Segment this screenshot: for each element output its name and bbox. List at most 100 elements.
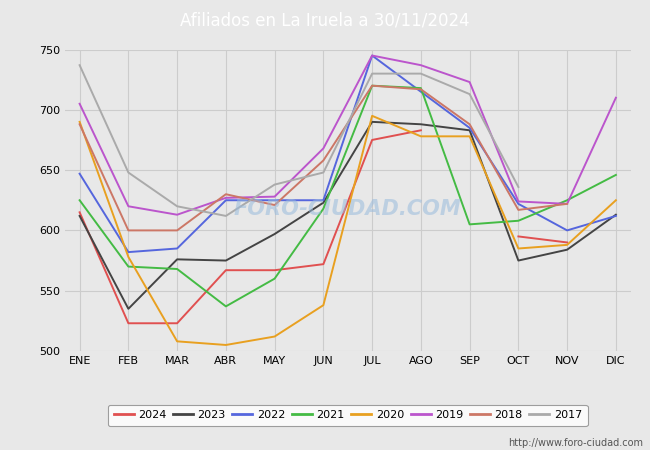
2024 [320, 261, 327, 267]
2021 [270, 276, 278, 281]
2019 [515, 199, 523, 204]
2017 [222, 213, 230, 219]
2023 [173, 256, 181, 262]
2019 [75, 101, 83, 107]
2018 [465, 122, 473, 127]
2022 [173, 246, 181, 251]
2019 [612, 95, 619, 100]
2017 [368, 71, 376, 76]
2020 [173, 339, 181, 344]
2021 [612, 172, 619, 178]
2023 [125, 306, 133, 311]
Line: 2020: 2020 [79, 116, 616, 345]
Text: FORO-CIUDAD.COM: FORO-CIUDAD.COM [234, 199, 462, 219]
2024 [270, 267, 278, 273]
2022 [75, 171, 83, 176]
2020 [612, 198, 619, 203]
2024 [368, 137, 376, 143]
2017 [465, 91, 473, 97]
2020 [417, 134, 425, 139]
2022 [125, 249, 133, 255]
Line: 2021: 2021 [79, 86, 616, 306]
2019 [465, 79, 473, 85]
Line: 2024: 2024 [79, 130, 421, 323]
2018 [515, 207, 523, 212]
2022 [515, 201, 523, 207]
2023 [368, 119, 376, 125]
2023 [612, 212, 619, 217]
2017 [125, 170, 133, 175]
2020 [465, 134, 473, 139]
2024 [75, 210, 83, 215]
2019 [222, 195, 230, 201]
2018 [563, 201, 571, 207]
2022 [465, 125, 473, 130]
2020 [368, 113, 376, 118]
2024 [222, 267, 230, 273]
2022 [368, 53, 376, 58]
Line: 2018: 2018 [79, 86, 567, 230]
2021 [465, 222, 473, 227]
2021 [417, 86, 425, 91]
2021 [125, 264, 133, 269]
2019 [173, 212, 181, 217]
2018 [125, 228, 133, 233]
2021 [173, 266, 181, 272]
2017 [173, 203, 181, 209]
Line: 2023: 2023 [79, 122, 616, 309]
2019 [125, 203, 133, 209]
Text: http://www.foro-ciudad.com: http://www.foro-ciudad.com [508, 438, 644, 448]
2017 [515, 184, 523, 190]
2018 [75, 122, 83, 127]
2024 [417, 128, 425, 133]
2017 [320, 170, 327, 175]
Line: 2022: 2022 [79, 55, 616, 252]
2019 [417, 63, 425, 68]
2020 [125, 254, 133, 260]
Line: 2017: 2017 [79, 65, 519, 216]
2019 [368, 53, 376, 58]
2020 [270, 334, 278, 339]
2020 [222, 342, 230, 348]
2024 [173, 320, 181, 326]
2018 [222, 192, 230, 197]
Legend: 2024, 2023, 2022, 2021, 2020, 2019, 2018, 2017: 2024, 2023, 2022, 2021, 2020, 2019, 2018… [108, 405, 588, 426]
2020 [75, 119, 83, 125]
2021 [368, 83, 376, 88]
2021 [515, 218, 523, 224]
2017 [75, 63, 83, 68]
2021 [222, 304, 230, 309]
2019 [320, 146, 327, 151]
2018 [417, 86, 425, 92]
Line: 2019: 2019 [79, 55, 616, 215]
2022 [563, 228, 571, 233]
2022 [612, 213, 619, 219]
2021 [75, 198, 83, 203]
2019 [270, 194, 278, 199]
Text: Afiliados en La Iruela a 30/11/2024: Afiliados en La Iruela a 30/11/2024 [180, 11, 470, 29]
2023 [320, 200, 327, 205]
2017 [270, 182, 278, 187]
2023 [222, 258, 230, 263]
2022 [222, 198, 230, 203]
2022 [320, 198, 327, 203]
2021 [563, 198, 571, 203]
2018 [270, 202, 278, 208]
2018 [368, 83, 376, 88]
2020 [563, 242, 571, 248]
2021 [320, 206, 327, 211]
2018 [320, 158, 327, 163]
2023 [75, 213, 83, 219]
2023 [465, 128, 473, 133]
2024 [125, 320, 133, 326]
2023 [563, 247, 571, 252]
2019 [563, 201, 571, 207]
2023 [417, 122, 425, 127]
2022 [270, 198, 278, 203]
2020 [515, 246, 523, 251]
2023 [270, 231, 278, 237]
2020 [320, 302, 327, 308]
2022 [417, 89, 425, 94]
2017 [417, 71, 425, 76]
2023 [515, 258, 523, 263]
